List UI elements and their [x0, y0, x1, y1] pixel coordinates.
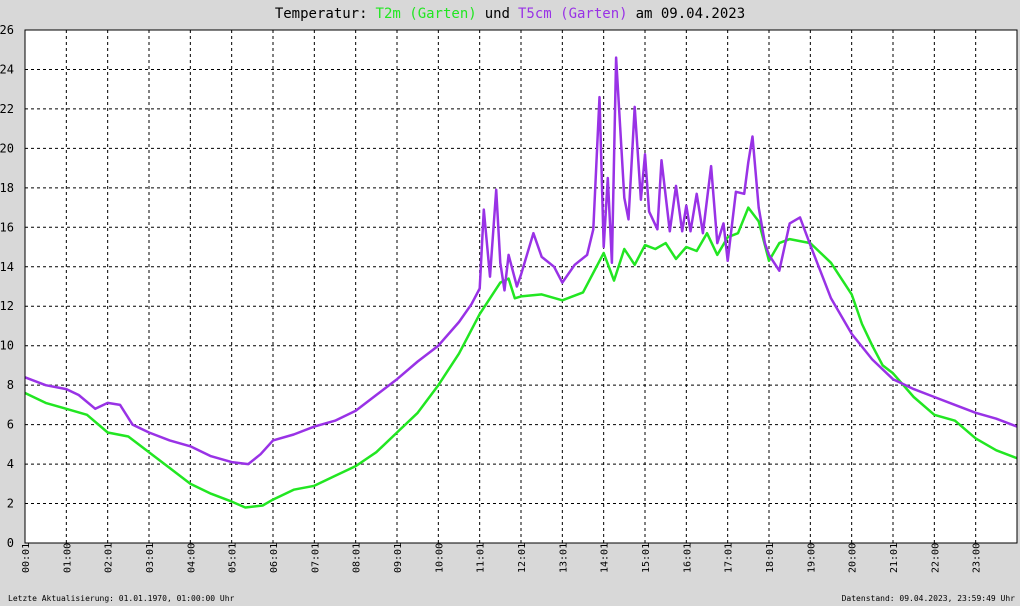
y-tick-label: 14 — [0, 260, 14, 274]
series-layer — [24, 56, 1018, 509]
y-tick-label: 8 — [7, 378, 14, 392]
x-tick-label: 05:01 — [228, 543, 239, 573]
x-tick-label: 09:01 — [393, 543, 404, 573]
y-tick-label: 12 — [0, 299, 14, 313]
y-tick-label: 0 — [7, 536, 14, 550]
x-tick-label: 19:00 — [806, 543, 817, 573]
footer-last-update: Letzte Aktualisierung: 01.01.1970, 01:00… — [8, 594, 235, 603]
series-line-t5cm — [24, 56, 1018, 466]
title-series2: T5cm (Garten) — [518, 6, 628, 22]
x-tick-label: 22:00 — [930, 543, 941, 573]
x-tick-label: 15:01 — [641, 543, 652, 573]
x-tick-label: 06:01 — [269, 543, 280, 573]
x-tick-label: 00:01 — [21, 543, 32, 573]
x-tick-label: 18:01 — [765, 543, 776, 573]
x-tick-label: 16:01 — [682, 543, 693, 573]
x-axis: 00:01 01:00 02:01 03:01 04:00 05:01 06:01 07:01… — [21, 543, 983, 573]
y-tick-label: 20 — [0, 141, 14, 155]
title-prefix: Temperatur: — [275, 6, 368, 22]
x-tick-label: 14:01 — [600, 543, 611, 573]
grid-lines — [25, 30, 1017, 543]
x-tick-label: 17:01 — [724, 543, 735, 573]
title-connector: und — [485, 6, 510, 22]
y-tick-label: 22 — [0, 102, 14, 116]
series-line-t2m — [24, 206, 1018, 509]
x-tick-label: 20:00 — [848, 543, 859, 573]
x-tick-label: 01:00 — [62, 543, 73, 573]
y-tick-label: 6 — [7, 418, 14, 432]
plot-border — [24, 29, 1018, 544]
title-series1: T2m (Garten) — [376, 6, 477, 22]
x-tick-label: 02:01 — [104, 543, 115, 573]
y-tick-label: 4 — [7, 457, 14, 471]
y-tick-label: 10 — [0, 339, 14, 353]
x-tick-label: 21:01 — [889, 543, 900, 573]
y-tick-label: 2 — [7, 497, 14, 511]
x-tick-label: 12:01 — [517, 543, 528, 573]
x-tick-label: 13:01 — [558, 543, 569, 573]
plot-area — [25, 30, 1017, 543]
chart-title: Temperatur: T2m (Garten) und T5cm (Garten) a… — [275, 6, 745, 22]
y-tick-label: 24 — [0, 62, 14, 76]
x-tick-label: 23:00 — [972, 543, 983, 573]
x-tick-label: 10:00 — [434, 543, 445, 573]
title-suffix: am 09.04.2023 — [636, 6, 746, 22]
x-tick-label: 08:01 — [352, 543, 363, 573]
x-tick-label: 03:01 — [145, 543, 156, 573]
x-tick-label: 11:01 — [476, 543, 487, 573]
y-tick-label: 18 — [0, 181, 14, 195]
footer-data-status: Datenstand: 09.04.2023, 23:59:49 Uhr — [842, 594, 1016, 603]
x-tick-label: 04:00 — [186, 543, 197, 573]
y-tick-label: 26 — [0, 23, 14, 37]
y-tick-label: 16 — [0, 220, 14, 234]
x-tick-label: 07:01 — [310, 543, 321, 573]
